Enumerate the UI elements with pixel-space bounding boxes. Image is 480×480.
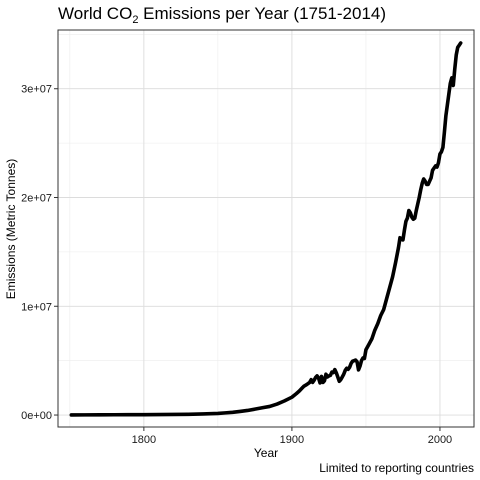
chart-title-main: World CO (58, 4, 132, 23)
x-axis-title: Year (254, 446, 278, 460)
y-tick-label: 1e+07 (21, 301, 52, 313)
y-tick-label: 3e+07 (21, 84, 52, 96)
y-tick-label: 2e+07 (21, 193, 52, 205)
x-tick-label: 1900 (280, 434, 304, 446)
x-tick-label: 2000 (428, 434, 452, 446)
y-axis-title: Emissions (Metric Tonnes) (4, 159, 18, 299)
chart-title: World CO2 Emissions per Year (1751-2014) (58, 4, 386, 26)
x-tick-label: 1800 (132, 434, 156, 446)
chart-title-rest: Emissions per Year (1751-2014) (138, 4, 386, 23)
y-tick-label: 0e+00 (21, 410, 52, 422)
chart-caption: Limited to reporting countries (319, 461, 474, 475)
